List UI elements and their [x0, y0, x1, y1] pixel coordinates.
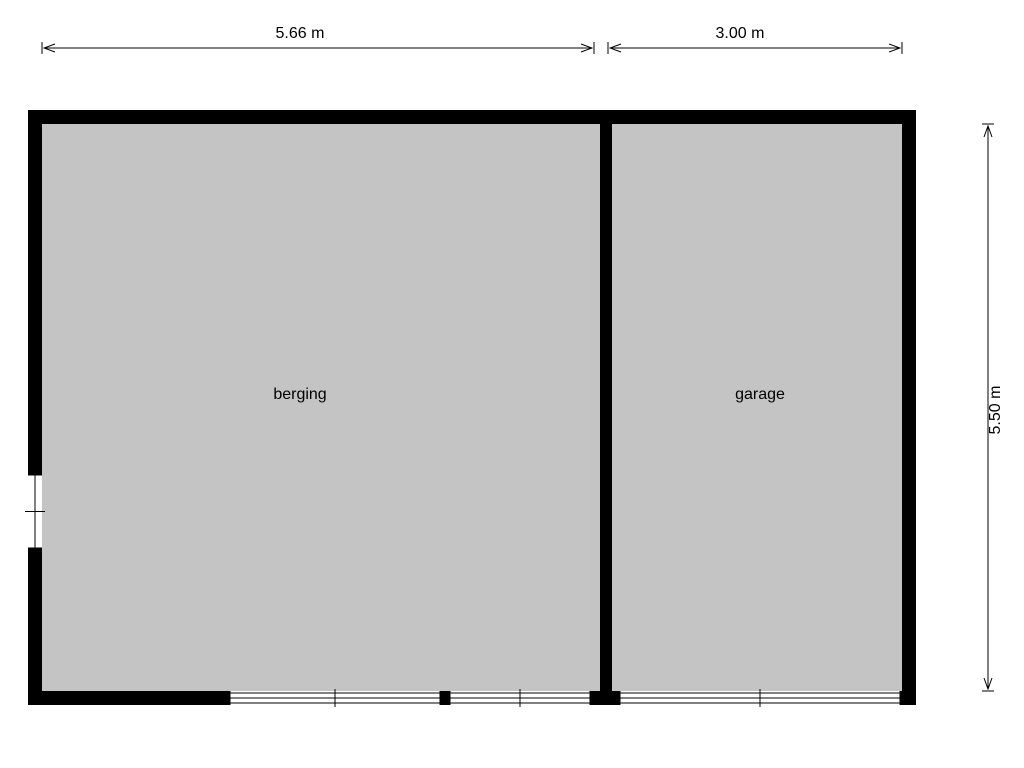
room-floor-garage: [612, 124, 902, 691]
floor-plan-svg: berging garage 5.66 m 3.00 m 5.50 m: [0, 0, 1024, 768]
dimension-label-right-0: 5.50 m: [987, 386, 1004, 435]
inner-wall: [600, 124, 612, 691]
room-floor-berging: [42, 124, 600, 691]
dimension-label-top-0: 5.66 m: [276, 25, 325, 42]
dimension-label-top-1: 3.00 m: [716, 25, 765, 42]
room-label-berging: berging: [273, 386, 326, 403]
wall-left: [28, 110, 42, 705]
room-label-garage: garage: [735, 386, 785, 403]
